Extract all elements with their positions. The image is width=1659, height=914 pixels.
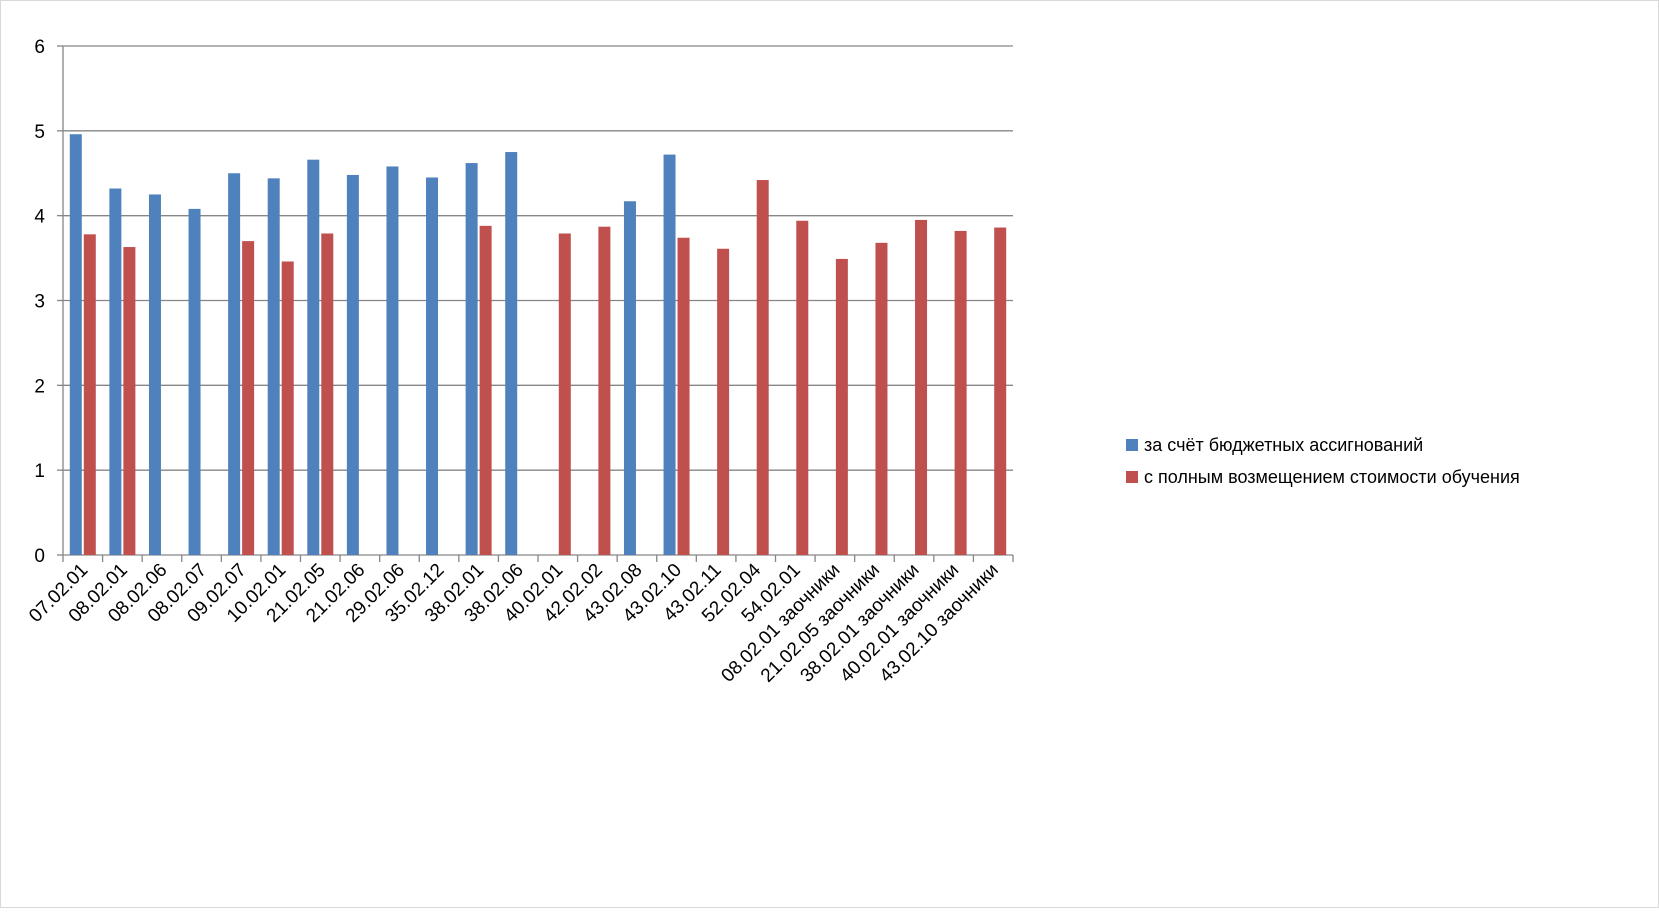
gridlines	[63, 45, 1013, 471]
bar-series-1-38-02-06	[505, 152, 518, 555]
bar-series-2-38-02-01-	[915, 219, 928, 556]
legend: за счёт бюджетных ассигнований с полным …	[1126, 429, 1520, 493]
bar-series-1-08-02-06	[148, 194, 161, 556]
bar-series-1-29-02-06	[386, 166, 399, 556]
bar-series-1-35-02-12	[426, 177, 439, 555]
axes	[57, 45, 1014, 562]
bar-series-1-43-02-10	[663, 154, 676, 555]
legend-label-series-1: за счёт бюджетных ассигнований	[1144, 434, 1424, 455]
bar-series-2-40-02-01	[558, 233, 571, 555]
y-tick-label: 6	[34, 37, 45, 58]
bar-series-1-09-02-07	[228, 173, 241, 555]
bar-series-2-43-02-10-	[994, 227, 1007, 555]
bar-series-2-42-02-02	[598, 226, 611, 555]
y-tick-label: 2	[34, 376, 45, 397]
bar-series-1-08-02-01	[109, 188, 122, 555]
bar-series-2-08-02-01	[123, 247, 136, 555]
legend-swatch-series-1	[1126, 439, 1138, 451]
bar-series-2-08-02-01-	[835, 258, 848, 555]
bar-series-1-07-02-01	[69, 134, 82, 555]
bar-series-1-10-02-01	[267, 178, 280, 555]
bar-series-1-08-02-07	[188, 208, 201, 555]
legend-label-series-2: с полным возмещением стоимости обучения	[1144, 466, 1520, 487]
bar-series-2-09-02-07	[242, 241, 255, 555]
y-tick-label: 0	[34, 546, 45, 567]
bar-series-2-43-02-11	[717, 248, 730, 556]
bar-series-2-52-02-04	[756, 180, 769, 555]
legend-swatch-series-2	[1126, 471, 1138, 483]
legend-item-series-1: за счёт бюджетных ассигнований	[1126, 429, 1520, 461]
bar-series-2-21-02-05-	[875, 242, 888, 555]
bars	[69, 134, 1007, 556]
y-tick-label: 3	[34, 292, 45, 313]
bar-series-2-40-02-01-	[954, 230, 967, 556]
bar-series-1-38-02-01	[465, 163, 478, 555]
bar-series-1-43-02-08	[623, 201, 636, 555]
bar-series-2-10-02-01	[281, 261, 294, 555]
bar-series-2-43-02-10	[677, 237, 690, 555]
bar-series-1-21-02-05	[307, 159, 320, 555]
y-tick-label: 5	[34, 122, 45, 143]
bar-series-2-54-02-01	[796, 220, 809, 556]
bar-series-2-38-02-01	[479, 225, 492, 555]
y-tick-label: 1	[34, 461, 45, 482]
bar-series-2-07-02-01	[83, 234, 96, 555]
bar-series-1-21-02-06	[346, 174, 359, 556]
y-tick-label: 4	[34, 207, 45, 228]
bar-series-2-21-02-05	[321, 233, 334, 555]
legend-item-series-2: с полным возмещением стоимости обучения	[1126, 461, 1520, 493]
